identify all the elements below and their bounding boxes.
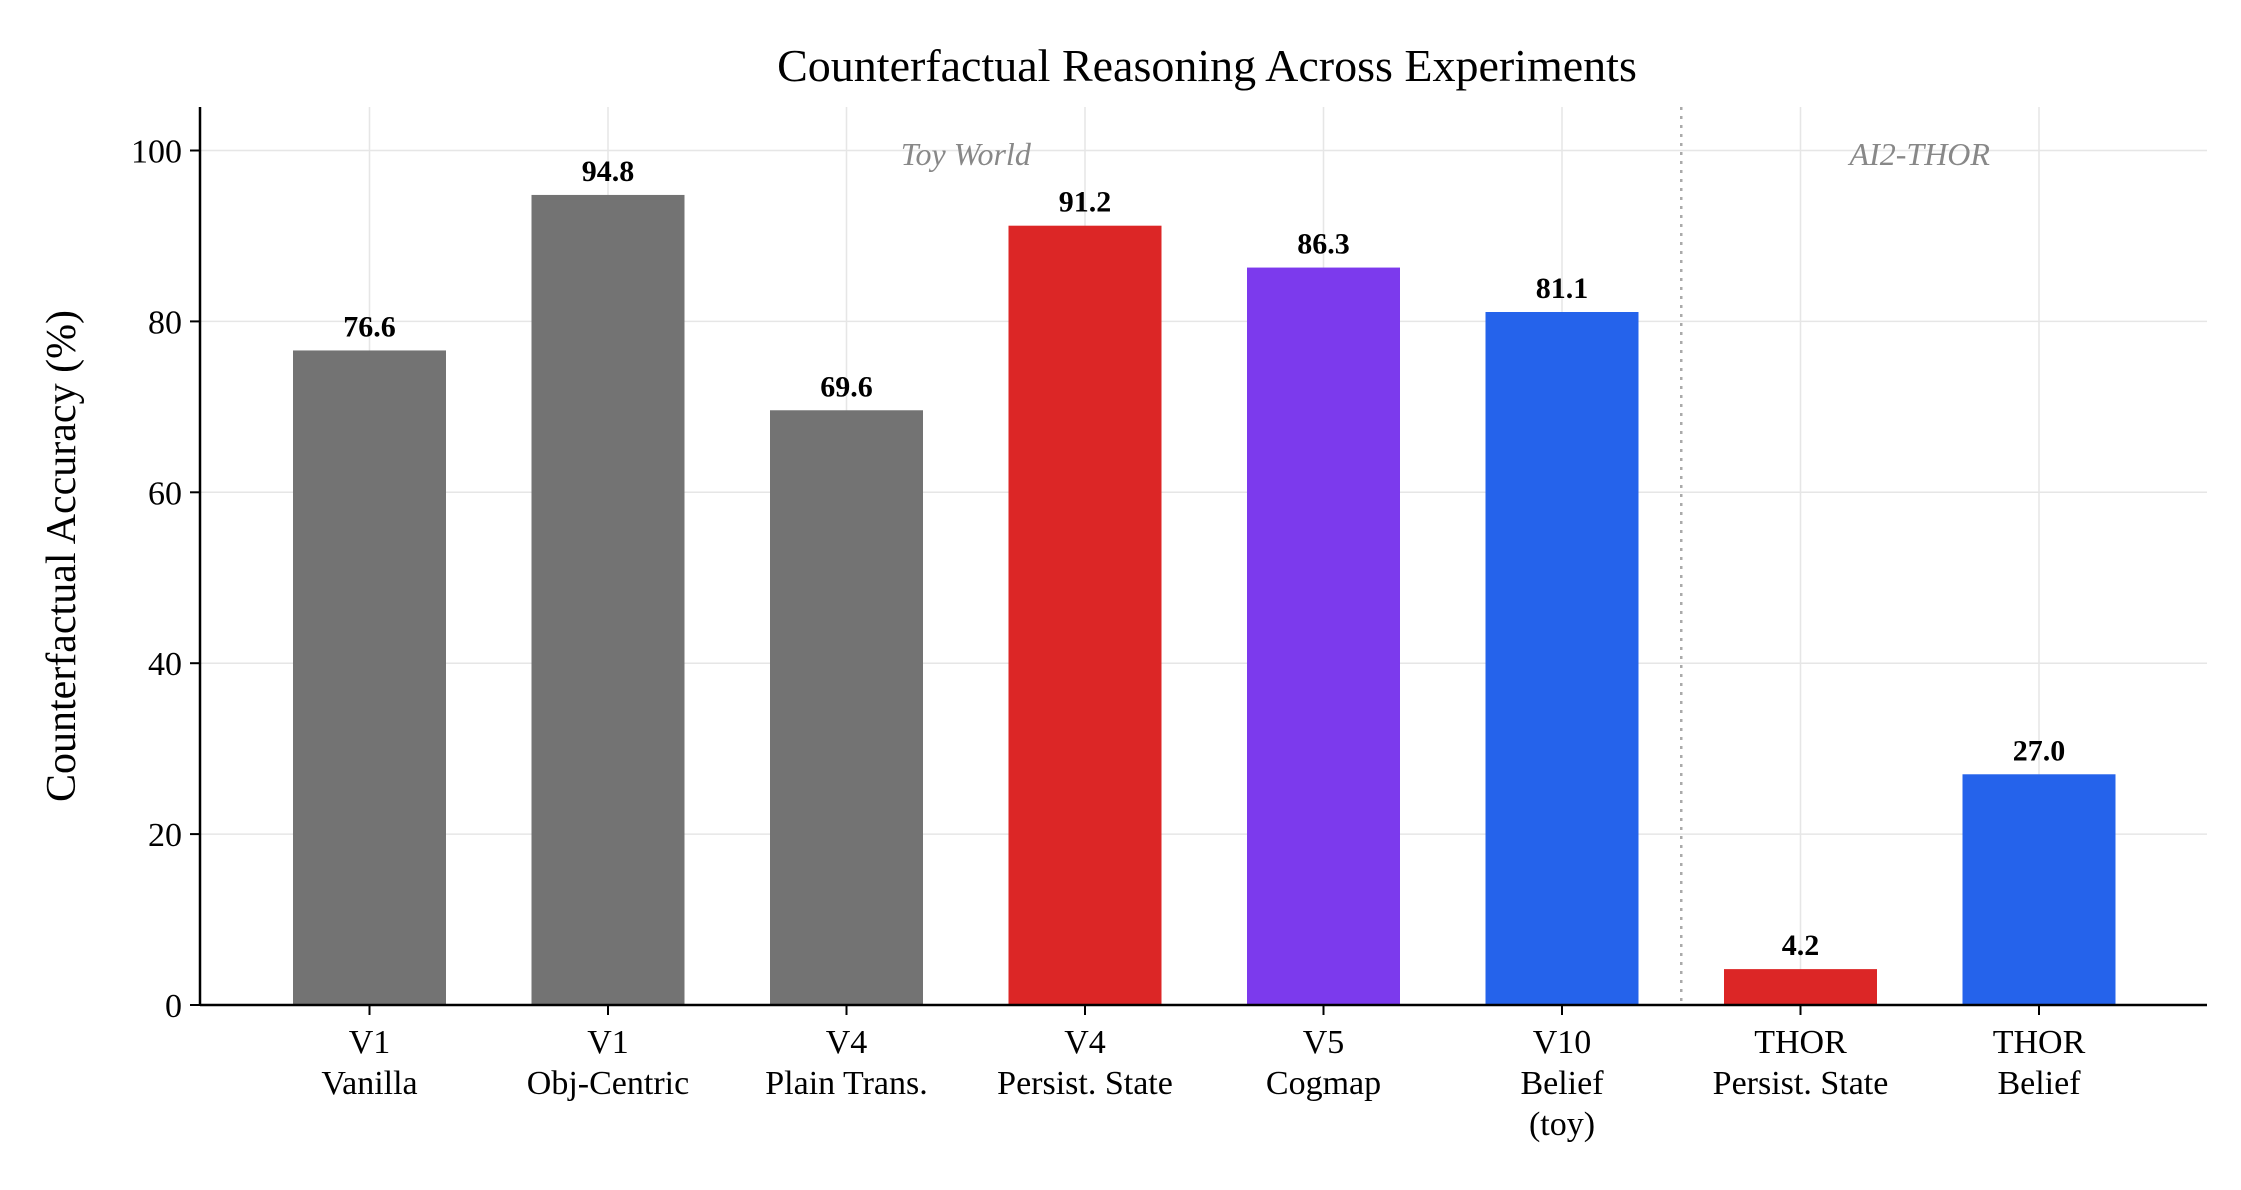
bar-value-label: 91.2: [1059, 186, 1112, 219]
bar: [1724, 969, 1877, 1005]
x-tick-label-line: Vanilla: [321, 1065, 417, 1102]
x-tick-label-line: THOR: [1754, 1024, 1847, 1061]
x-tick-label-line: V5: [1303, 1024, 1345, 1061]
x-tick-label: V5 Cogmap: [1266, 1024, 1381, 1102]
axes: [198, 107, 2207, 1007]
x-tick-label: V4 Plain Trans.: [765, 1024, 928, 1102]
bar: [1962, 774, 2116, 1005]
bar: [1247, 267, 1400, 1005]
x-tick-label-line: V1: [349, 1024, 391, 1061]
bar-value-label: 27.0: [2013, 734, 2066, 767]
y-tick-label: 80: [148, 304, 182, 341]
y-tick-label: 100: [131, 134, 182, 171]
bar: [1485, 312, 1639, 1005]
x-tick-label-line: Cogmap: [1266, 1065, 1381, 1102]
x-tick-label-line: Obj-Centric: [527, 1065, 689, 1102]
x-tick-label: THOR Belief: [1993, 1024, 2086, 1102]
bars-layer: [293, 194, 2116, 1006]
gridlines: [200, 107, 2207, 1005]
bar-value-label: 81.1: [1536, 272, 1589, 305]
region-label: AI2-THOR: [1848, 136, 1991, 172]
x-tick-label-line: Belief: [1997, 1065, 2081, 1102]
x-tick-label-line: V4: [1064, 1024, 1106, 1061]
x-tick-label-line: Persist. State: [997, 1065, 1173, 1102]
x-tick-label-line: (toy): [1529, 1106, 1595, 1143]
value-labels-layer: 76.6 94.8 69.6 91.2 86.3 81.1 4.2 27.0: [343, 155, 2065, 962]
bar-value-label: 69.6: [820, 370, 873, 403]
bar-value-label: 76.6: [343, 310, 396, 343]
region-label: Toy World: [901, 136, 1032, 172]
y-tick-label: 20: [148, 817, 182, 854]
x-tick-label-line: Persist. State: [1713, 1065, 1889, 1102]
bar-value-label: 94.8: [582, 155, 635, 188]
x-tick-label-line: V4: [826, 1024, 868, 1061]
bar-value-label: 4.2: [1782, 929, 1820, 962]
x-tick-label: V1 Vanilla: [321, 1024, 417, 1102]
bar: [1008, 225, 1162, 1006]
x-tick-label: V1 Obj-Centric: [527, 1024, 689, 1102]
x-tick-label-line: V1: [587, 1024, 629, 1061]
chart-title: Counterfactual Reasoning Across Experime…: [777, 40, 1637, 91]
region-labels-layer: Toy World AI2-THOR: [901, 136, 1991, 172]
bar: [770, 410, 923, 1005]
bar: [531, 194, 685, 1005]
x-tick-label: V10 Belief (toy): [1520, 1024, 1604, 1143]
x-ticks-layer: V1 Vanilla V1 Obj-Centric V4 Plain Trans. V4 Pe…: [321, 1005, 2086, 1143]
y-tick-label: 40: [148, 646, 182, 683]
y-tick-label: 60: [148, 475, 182, 512]
x-tick-label: THOR Persist. State: [1713, 1024, 1889, 1102]
y-axis-label: Counterfactual Accuracy (%): [39, 310, 85, 802]
x-tick-label-line: V10: [1533, 1024, 1592, 1061]
x-tick-label: V4 Persist. State: [997, 1024, 1173, 1102]
bar: [293, 350, 446, 1005]
y-ticks-layer: 0 20 40 60 80 100: [131, 134, 200, 1025]
x-tick-label-line: Plain Trans.: [765, 1065, 928, 1102]
y-tick-label: 0: [165, 988, 182, 1025]
bar-value-label: 86.3: [1297, 228, 1350, 261]
x-tick-label-line: THOR: [1993, 1024, 2086, 1061]
x-tick-label-line: Belief: [1520, 1065, 1604, 1102]
